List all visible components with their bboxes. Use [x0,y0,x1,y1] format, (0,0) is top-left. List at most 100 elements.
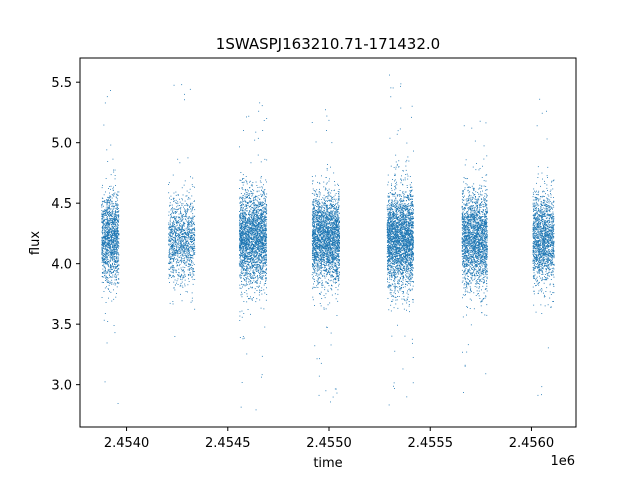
data-point [260,261,262,263]
data-point [249,219,251,221]
data-point [244,200,246,202]
data-point [241,225,243,227]
data-point [264,236,266,238]
data-point [102,261,104,263]
data-point [173,212,175,213]
data-point [176,251,178,253]
data-point [256,220,258,222]
data-point [104,238,106,239]
data-point [117,271,118,273]
data-point [106,235,108,237]
data-point [239,247,241,248]
data-point [174,237,176,239]
data-point [187,225,189,227]
data-point [258,229,260,231]
data-point [260,195,262,197]
data-point [261,259,263,261]
data-point [265,201,266,203]
data-point [259,248,261,250]
data-point [116,246,118,248]
data-point [257,217,258,219]
data-point [257,260,259,262]
data-point [241,253,243,255]
data-point [245,218,247,219]
data-point [172,257,174,259]
data-point [246,181,248,183]
data-point [264,189,266,190]
data-point [190,225,192,227]
data-point [263,259,265,261]
data-point [244,198,246,200]
data-point [105,254,107,256]
data-point [239,240,241,241]
data-point [180,210,181,212]
data-point [245,190,247,192]
data-point [104,262,106,264]
data-point [248,238,250,240]
data-point [246,248,248,249]
data-point [244,237,246,239]
data-point [187,198,189,200]
data-point [103,265,105,267]
data-point [189,250,191,252]
data-point [242,246,244,248]
data-point [245,225,247,226]
data-point [257,227,259,229]
data-point [108,253,109,255]
data-point [186,254,188,256]
data-point [179,235,181,237]
data-point [111,239,113,241]
data-point [115,217,117,219]
data-point [246,210,247,212]
data-point [241,250,243,251]
data-point [239,215,240,217]
data-point [105,257,107,258]
data-point [109,259,111,261]
data-point [178,272,180,273]
data-point [102,214,104,216]
data-point [261,272,263,274]
data-point [188,255,190,257]
data-point [254,203,256,205]
data-point [266,216,267,218]
data-point [247,237,249,239]
data-point [180,247,182,249]
data-point [242,338,244,340]
data-point [250,162,252,164]
data-point [249,221,250,222]
data-point [107,219,109,221]
data-point [251,226,253,228]
data-point [173,245,175,247]
data-point [242,178,243,180]
data-point [177,194,179,195]
data-point [183,254,185,256]
data-point [173,272,174,274]
data-point [265,230,266,232]
data-point [245,256,247,257]
data-point [114,237,116,239]
data-point [179,218,181,220]
data-point [117,260,119,261]
data-point [259,226,260,228]
data-point [170,242,172,244]
data-point [187,247,189,249]
data-point [246,267,248,269]
data-point [190,205,192,207]
data-point [104,257,106,259]
data-point [240,235,241,236]
data-point [261,275,263,277]
data-point [247,284,249,286]
data-point [174,231,176,233]
data-point [116,245,118,247]
data-point [251,192,253,194]
data-point [105,263,106,264]
data-point [252,241,254,243]
data-point [114,235,116,237]
data-point [171,222,173,223]
data-point [265,224,267,226]
data-point [114,192,116,194]
data-point [173,200,175,202]
data-point [178,241,180,243]
data-point [258,259,260,261]
data-point [107,321,109,322]
